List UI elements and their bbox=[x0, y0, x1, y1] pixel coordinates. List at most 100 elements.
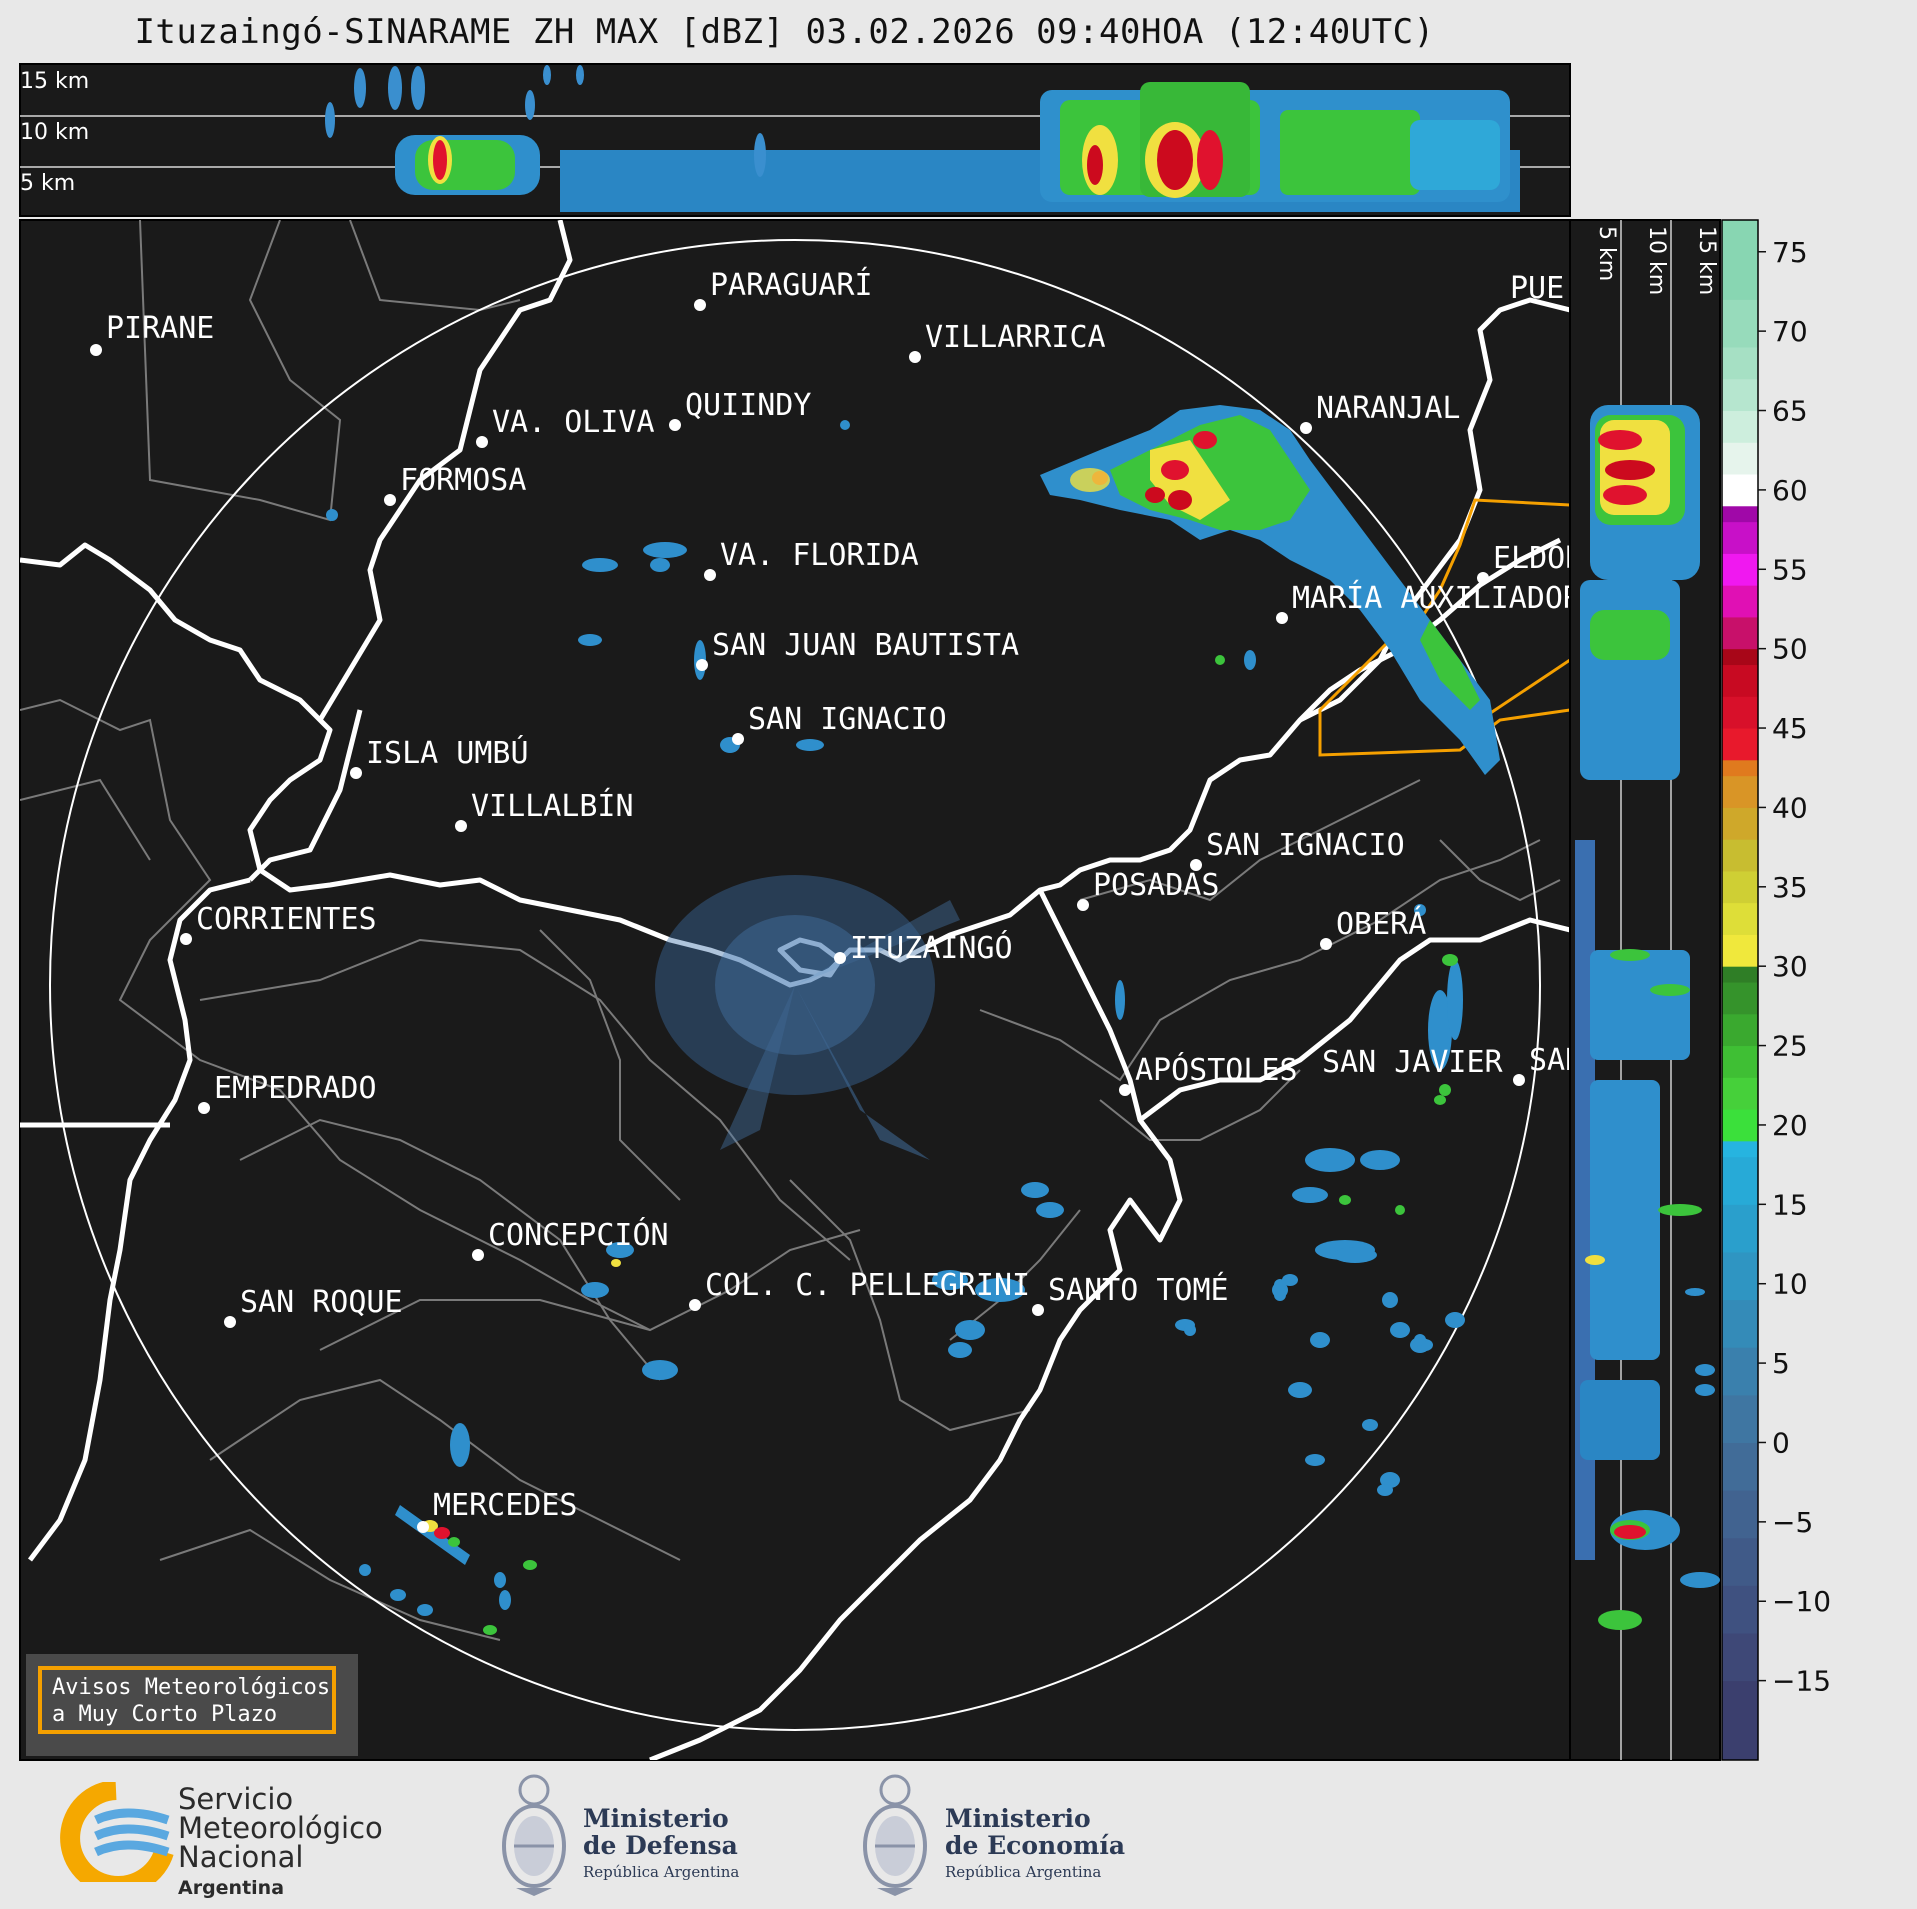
colorbar-segment bbox=[1722, 1013, 1758, 1047]
colorbar-segment bbox=[1722, 1299, 1758, 1348]
smn-line2: Meteorológico bbox=[178, 1811, 383, 1845]
top-height-profile: 15 km 10 km 5 km bbox=[19, 63, 1571, 217]
colorbar-segment bbox=[1722, 1394, 1758, 1443]
defensa-logo-text: Ministerio de Defensa República Argentin… bbox=[583, 1805, 739, 1886]
colorbar-segment bbox=[1722, 521, 1758, 554]
colorbar-segment bbox=[1722, 775, 1758, 808]
smn-line1: Servicio bbox=[178, 1782, 294, 1816]
economia-sub: República Argentina bbox=[945, 1863, 1102, 1881]
city-label: POSADAS bbox=[1093, 868, 1219, 903]
city-san-javier: SAN JAVIER bbox=[1322, 1045, 1504, 1080]
city-va-oliva: VA. OLIVA bbox=[476, 405, 655, 448]
city-eldorado: ELDOR bbox=[1477, 541, 1584, 584]
city-label: ITUZAINGÓ bbox=[850, 929, 1013, 966]
city-va-florida: VA. FLORIDA bbox=[704, 538, 919, 581]
city-label: CORRIENTES bbox=[196, 902, 377, 937]
city-paraguari: PARAGUARÍ bbox=[694, 267, 873, 311]
radar-map: PIRANE PARAGUARÍ VILLARRICA VA. OLIVA QU… bbox=[19, 219, 1584, 1761]
city-label: NARANJAL bbox=[1316, 391, 1461, 426]
side-alt-label-15: 15 km bbox=[1694, 226, 1719, 295]
economia-seal-icon bbox=[863, 1774, 927, 1896]
range-ring bbox=[49, 239, 1541, 1731]
city-ituzaingo: ITUZAINGÓ bbox=[834, 929, 1013, 966]
warning-line2: a Muy Corto Plazo bbox=[52, 1702, 278, 1727]
smn-line3: Nacional bbox=[178, 1840, 304, 1874]
city-label: MERCEDES bbox=[433, 1488, 578, 1523]
colorbar-segment bbox=[1722, 728, 1758, 761]
colorbar-tick-label: 20 bbox=[1772, 1109, 1808, 1142]
city-label: FORMOSA bbox=[400, 463, 526, 498]
defensa-line2: de Defensa bbox=[583, 1831, 738, 1860]
colorbar-segment bbox=[1722, 1680, 1758, 1761]
city-label: QUIINDY bbox=[685, 388, 811, 423]
colorbar-segment bbox=[1722, 1585, 1758, 1634]
city-san-roque: SAN ROQUE bbox=[224, 1285, 403, 1328]
colorbar-segment bbox=[1722, 966, 1758, 983]
city-label: SANTO TOMÉ bbox=[1048, 1272, 1229, 1308]
colorbar-tick-label: 5 bbox=[1772, 1347, 1790, 1380]
city-obera: OBERÁ bbox=[1320, 906, 1426, 950]
colorbar-segment bbox=[1722, 1490, 1758, 1539]
colorbar-segment bbox=[1722, 696, 1758, 729]
colorbar-segment bbox=[1722, 664, 1758, 697]
colorbar-tick-label: 65 bbox=[1772, 395, 1808, 428]
colorbar-segments bbox=[1722, 220, 1758, 1761]
colorbar-segment bbox=[1722, 759, 1758, 777]
city-apostoles: APÓSTOLES bbox=[1119, 1051, 1298, 1096]
city-label: ISLA UMBÚ bbox=[366, 734, 529, 771]
city-empedrado: EMPEDRADO bbox=[198, 1071, 377, 1114]
colorbar-tick-label: 75 bbox=[1772, 236, 1808, 269]
colorbar-segment bbox=[1722, 505, 1758, 523]
colorbar-segment bbox=[1722, 870, 1758, 904]
city-label: SAN ROQUE bbox=[240, 1285, 403, 1320]
city-label: VA. OLIVA bbox=[492, 405, 655, 440]
city-villalbin: VILLALBÍN bbox=[455, 788, 634, 832]
colorbar-segment bbox=[1722, 1140, 1758, 1158]
city-label: VILLARRICA bbox=[925, 320, 1106, 355]
top-alt-label-5: 5 km bbox=[20, 171, 75, 196]
map-title: Ituzaingó-SINARAME ZH MAX [dBZ] 03.02.20… bbox=[134, 12, 1435, 52]
ground-clutter bbox=[655, 875, 960, 1160]
city-label: APÓSTOLES bbox=[1135, 1051, 1298, 1088]
economia-line1: Ministerio bbox=[945, 1804, 1091, 1833]
city-label: SAN JUAN BAUTISTA bbox=[712, 628, 1019, 663]
city-markers: PIRANE PARAGUARÍ VILLARRICA VA. OLIVA QU… bbox=[90, 267, 1584, 1533]
top-alt-label-10: 10 km bbox=[20, 120, 89, 145]
colorbar-segment bbox=[1722, 378, 1758, 412]
colorbar-segment bbox=[1722, 1537, 1758, 1586]
colorbar-segment bbox=[1722, 1347, 1758, 1396]
economia-logo-text: Ministerio de Economía República Argenti… bbox=[945, 1805, 1125, 1886]
colorbar-segment bbox=[1722, 585, 1758, 618]
colorbar-tick-label: 35 bbox=[1772, 871, 1808, 904]
colorbar-tick-label: 0 bbox=[1772, 1426, 1790, 1459]
city-maria-auxiliadora: MARÍA AUXILIADOR bbox=[1276, 580, 1570, 624]
colorbar-segment bbox=[1722, 442, 1758, 475]
city-col-c-pellegrini: COL. C. PELLEGRINI bbox=[689, 1268, 1030, 1311]
city-label: SAN IGNACIO bbox=[748, 702, 947, 737]
colorbar-segment bbox=[1722, 616, 1758, 650]
colorbar-segment bbox=[1722, 807, 1758, 840]
colorbar-segment bbox=[1722, 648, 1758, 666]
city-san-juan-bautista: SAN JUAN BAUTISTA bbox=[696, 628, 1019, 671]
city-san-edge: SAN bbox=[1513, 1043, 1570, 1086]
top-profile-echoes bbox=[325, 65, 1520, 212]
city-naranjal: NARANJAL bbox=[1300, 391, 1461, 434]
city-label: CONCEPCIÓN bbox=[488, 1216, 669, 1253]
colorbar-tick-label: 30 bbox=[1772, 950, 1808, 983]
city-label: SAN IGNACIO bbox=[1206, 828, 1405, 863]
colorbar-segment bbox=[1722, 839, 1758, 872]
province-borders bbox=[20, 220, 1561, 1641]
colorbar-segment bbox=[1722, 982, 1758, 1015]
colorbar-tick-label: 50 bbox=[1772, 633, 1808, 666]
colorbar-tick-label: 60 bbox=[1772, 474, 1808, 507]
colorbar-tick-label: 15 bbox=[1772, 1188, 1808, 1221]
defensa-sub: República Argentina bbox=[583, 1863, 740, 1881]
colorbar-segment bbox=[1722, 1204, 1758, 1253]
colorbar-segment bbox=[1722, 934, 1758, 967]
city-isla-umbu: ISLA UMBÚ bbox=[350, 734, 529, 779]
city-san-ignacio-py: SAN IGNACIO bbox=[732, 702, 947, 745]
city-villarrica: VILLARRICA bbox=[909, 320, 1106, 363]
city-label: ELDOR bbox=[1493, 541, 1584, 576]
colorbar-tick-label: 55 bbox=[1772, 553, 1808, 586]
